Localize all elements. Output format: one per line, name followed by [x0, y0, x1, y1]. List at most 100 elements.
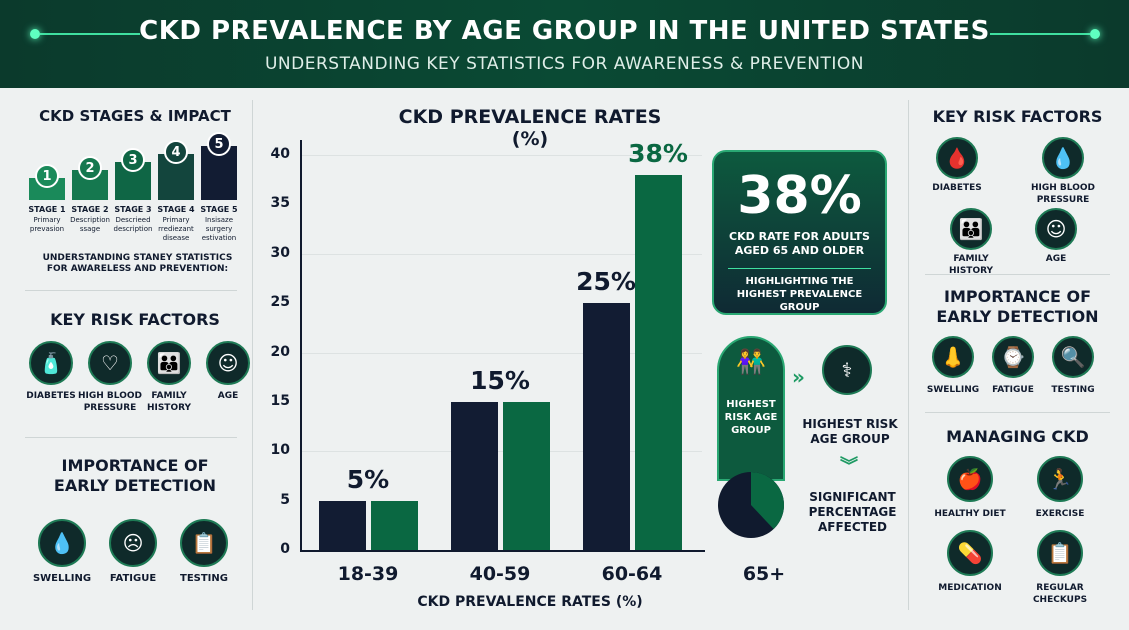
risk-label: AGE [217, 391, 239, 401]
header-banner: CKD PREVALENCE BY AGE GROUP IN THE UNITE… [0, 0, 1129, 88]
stage-desc: Descrieed description [113, 216, 153, 233]
testing-icon: 🔍 [1052, 336, 1094, 378]
right-early-label: SWELLING [926, 385, 980, 395]
right-risk-label: DIABETES [932, 183, 982, 193]
gridline [302, 352, 702, 354]
chart-title: CKD PREVALENCE RATES (%) [398, 106, 662, 150]
pill-icon: 💊 [947, 530, 993, 576]
stage-label: STAGE 1 [28, 205, 66, 214]
y-tick-label: 35 [270, 195, 290, 212]
drop-icon: 💧 [38, 519, 86, 567]
stage-label: STAGE 5 [200, 205, 238, 214]
gridline [302, 155, 702, 156]
pie-gauge [718, 472, 784, 538]
stages-note: UNDERSTANDING STANEY STATISTICS FOR AWAR… [42, 253, 233, 274]
right-early-title: IMPORTANCE OF EARLY DETECTION [936, 287, 1099, 326]
manage-label: MEDICATION [938, 583, 1002, 593]
right-risk-label: HIGH BLOOD PRESSURE [1031, 183, 1095, 205]
y-tick-label: 30 [270, 244, 290, 261]
divider [990, 33, 1090, 35]
highlight-callout: 38% CKD RATE FOR ADULTS AGED 65 AND OLDE… [712, 150, 887, 315]
family-icon: 👪 [950, 208, 992, 250]
heart-pulse-icon: ♡ [88, 341, 132, 385]
divider [40, 33, 140, 35]
y-tick-label: 10 [270, 442, 290, 459]
manage-label: EXERCISE [1035, 509, 1085, 519]
divider [25, 290, 237, 291]
manage-label: REGULAR CHECKUPS [1032, 583, 1088, 605]
glow-dot [1090, 29, 1100, 39]
divider [252, 100, 253, 610]
risk-group-badge: 👫 HIGHEST RISK AGE GROUP [717, 336, 785, 481]
callout-value: 38% [737, 166, 862, 226]
person-icon: ☺ [206, 341, 250, 385]
y-axis [300, 140, 302, 551]
risk-label: FAMILY HISTORY [146, 391, 192, 413]
risk-title: KEY RISK FACTORS [50, 310, 220, 329]
bar-18-39-series1 [319, 500, 366, 550]
risk-label: DIABETES [26, 391, 76, 401]
divider [925, 274, 1110, 275]
page-subtitle: UNDERSTANDING KEY STATISTICS FOR AWARENE… [264, 54, 865, 74]
clipboard-icon: 📋 [180, 519, 228, 567]
divider [925, 412, 1110, 413]
badge-label: HIGHEST RISK AGE GROUP [724, 399, 778, 436]
x-tick-label: 60-64 [601, 563, 663, 585]
divider [908, 100, 909, 610]
gridline [302, 451, 702, 453]
right-early-label: FATIGUE [992, 385, 1034, 395]
early-label: SWELLING [32, 573, 92, 584]
fatigue-icon: ⌚ [992, 336, 1034, 378]
checkup-icon: 📋 [1037, 530, 1083, 576]
stages-title: CKD STAGES & IMPACT [39, 107, 231, 125]
gridline [302, 253, 702, 255]
y-tick-label: 25 [270, 294, 290, 311]
face-icon: ☺ [1035, 208, 1077, 250]
x-tick-label: 18-39 [337, 563, 399, 585]
right-risk-label: FAMILY HISTORY [948, 254, 994, 276]
stage-desc: Insisaze surgery estivation [201, 216, 237, 242]
bar-40-59-series1 [451, 401, 498, 550]
y-tick-label: 40 [270, 146, 290, 162]
apple-icon: 🍎 [947, 456, 993, 502]
chevron-right-icon: » [792, 365, 805, 389]
pie-slice [751, 472, 784, 530]
stage-number: 4 [164, 140, 188, 164]
stage-desc: Primary prevasion [29, 216, 65, 233]
head-icon: ☹ [109, 519, 157, 567]
early-title: IMPORTANCE OF EARLY DETECTION [53, 456, 217, 495]
stage-number: 1 [35, 164, 59, 188]
data-label: 25% [576, 267, 636, 297]
x-axis-label: CKD PREVALENCE RATES (%) [417, 594, 643, 610]
blood-drop-icon: 🩸 [936, 137, 978, 179]
bar-40-59-series2 [503, 401, 550, 550]
glow-dot [30, 29, 40, 39]
affected-label: SIGNIFICANT PERCENTAGE AFFECTED [808, 490, 897, 534]
data-label: 15% [470, 365, 530, 395]
callout-line1: CKD RATE FOR ADULTS AGED 65 AND OLDER [729, 230, 870, 257]
stage-desc: Primary rrediezant disease [158, 216, 194, 242]
early-label: FATIGUE [109, 573, 157, 584]
divider [25, 437, 237, 438]
right-early-label: TESTING [1051, 385, 1095, 395]
x-axis [300, 550, 705, 552]
bottle-icon: 🧴 [29, 341, 73, 385]
pressure-drop-icon: 💧 [1042, 137, 1084, 179]
x-tick-label: 40-59 [469, 563, 531, 585]
bar-18-39-series2 [371, 500, 418, 550]
swelling-icon: 👃 [932, 336, 974, 378]
early-label: TESTING [180, 573, 228, 584]
stage-desc: Description ssage [70, 216, 110, 233]
y-tick-label: 5 [280, 491, 290, 508]
page-title: CKD PREVALENCE BY AGE GROUP IN THE UNITE… [139, 16, 990, 46]
stage-number: 3 [121, 148, 145, 172]
risk-label: HIGH BLOOD PRESSURE [78, 391, 142, 413]
y-tick-label: 0 [280, 541, 290, 557]
right-risk-label: AGE [1045, 254, 1067, 264]
stage-label: STAGE 4 [157, 205, 195, 214]
stage-label: STAGE 3 [114, 205, 152, 214]
kidney-label: HIGHEST RISK AGE GROUP [802, 417, 898, 446]
bar-60-64-series2 [635, 174, 682, 550]
stage-number: 2 [78, 156, 102, 180]
kidney-icon: ⚕ [822, 345, 872, 395]
